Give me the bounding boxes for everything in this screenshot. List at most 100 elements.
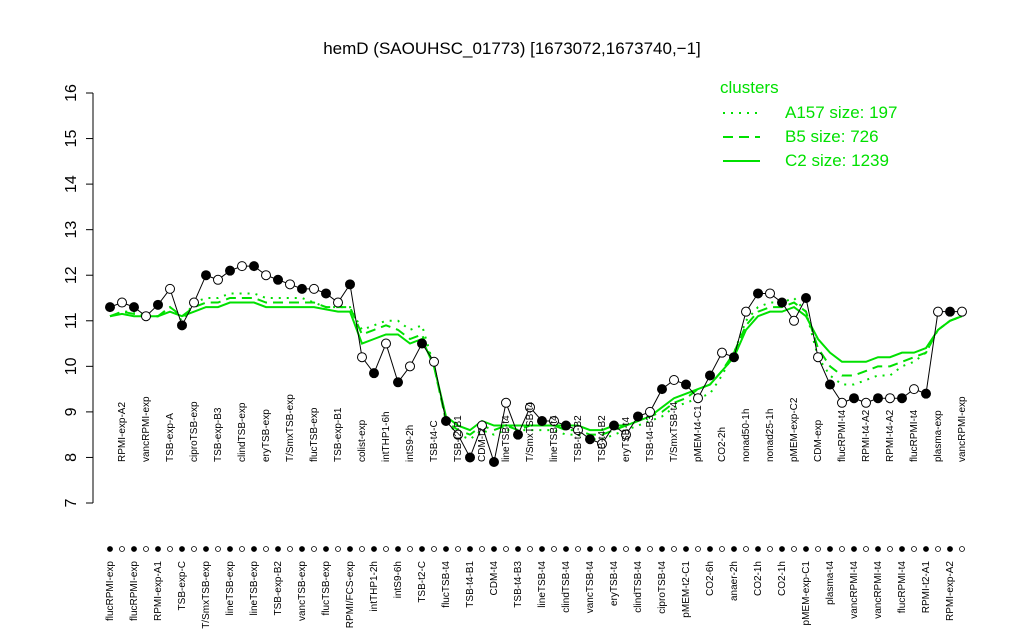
- data-point: [813, 352, 823, 363]
- x-tick-label: clindTSB-t4: [633, 561, 644, 613]
- x-tick-label: lineTSB-exp: [225, 561, 236, 616]
- data-point: [117, 297, 127, 308]
- rug-point: [707, 546, 713, 552]
- rug-point: [635, 546, 641, 552]
- data-point: [381, 338, 391, 349]
- rug-point: [623, 546, 629, 552]
- y-tick-label: 12: [63, 266, 80, 284]
- x-tick-label: pMEM-t4-C1: [693, 405, 704, 462]
- x-tick-label: intTHP1-6h: [381, 411, 392, 462]
- rug-point: [155, 546, 161, 552]
- rug-point: [575, 546, 581, 552]
- data-point: [669, 375, 679, 385]
- rug-point: [347, 546, 353, 552]
- data-point: [249, 261, 259, 272]
- data-point: [801, 293, 811, 303]
- rug-point: [599, 546, 605, 552]
- x-tick-label: T/SmxTSB-exp: [285, 394, 296, 462]
- x-tick-label: TSB-t4-B1: [465, 561, 476, 608]
- x-tick-label: ciproTSB-exp: [189, 401, 200, 462]
- x-tick-label: flucRPMI-exp: [105, 561, 116, 621]
- rug-point: [767, 546, 773, 552]
- rug-point: [911, 546, 917, 552]
- data-point: [297, 283, 307, 294]
- rug-point: [443, 546, 449, 552]
- y-tick-label: 13: [63, 221, 80, 239]
- data-point: [657, 384, 667, 395]
- data-point: [369, 368, 379, 379]
- x-tick-label: CDM-t2: [477, 427, 488, 462]
- data-point: [105, 302, 115, 313]
- rug-point: [275, 546, 281, 552]
- x-tick-label: RPMI-t4-A2: [861, 409, 872, 462]
- rug-point: [167, 546, 173, 552]
- x-tick-label: TSB-exp-B1: [333, 407, 344, 462]
- rug-point: [179, 546, 185, 552]
- rug-point: [539, 546, 545, 552]
- data-point: [417, 338, 427, 349]
- x-tick-label: lineTSB-exp: [249, 561, 260, 616]
- y-tick-label: 16: [63, 84, 80, 102]
- x-tick-label: pMEM-exp-C1: [801, 561, 812, 626]
- data-point: [285, 279, 295, 290]
- data-point: [153, 299, 163, 310]
- data-point: [897, 393, 907, 404]
- x-tick-label: pMEM-t2-C1: [681, 561, 692, 618]
- data-point: [309, 283, 319, 294]
- x-tick-label: CDM-t4: [489, 561, 500, 596]
- rug-point: [779, 546, 785, 552]
- data-point: [825, 379, 835, 390]
- x-tick-label: plasma-t4: [825, 561, 836, 605]
- data-point: [585, 434, 595, 445]
- data-point: [873, 393, 883, 404]
- data-point: [225, 265, 235, 276]
- x-tick-label: colist-exp: [357, 419, 368, 462]
- x-tick-label: vancRPMI-t4: [849, 561, 860, 619]
- rug-point: [671, 546, 677, 552]
- x-tick-label: CO2-1h: [777, 561, 788, 596]
- x-tick-label: vancTSB-t4: [585, 561, 596, 614]
- data-point: [513, 429, 523, 440]
- rug-point: [731, 546, 737, 552]
- rug-point: [875, 546, 881, 552]
- x-tick-label: T/SmxTSB-exp: [201, 561, 212, 629]
- rug-point: [131, 546, 137, 552]
- x-tick-label: nonad25-1h: [765, 409, 776, 462]
- data-point: [765, 288, 775, 299]
- data-point: [489, 457, 499, 467]
- data-point: [561, 420, 571, 431]
- rug-point: [431, 546, 437, 552]
- rug-point: [239, 546, 245, 552]
- x-tick-label: vancTSB-exp: [297, 561, 308, 621]
- y-tick-label: 11: [63, 312, 80, 329]
- rug-point: [419, 546, 425, 552]
- y-tick-label: 10: [63, 357, 80, 375]
- rug-point: [947, 546, 953, 552]
- rug-point: [659, 546, 665, 552]
- data-point: [777, 297, 787, 308]
- x-tick-label: flucRPMI-t4: [909, 409, 920, 462]
- rug-point: [251, 546, 257, 552]
- rug-point: [815, 546, 821, 552]
- rug-point: [851, 546, 857, 552]
- data-point: [261, 270, 271, 281]
- x-tick-label: T/SmxTSB-t4: [669, 402, 680, 462]
- data-point: [321, 288, 331, 299]
- rug-point: [683, 546, 689, 552]
- x-tick-label: TSB-exp-B2: [273, 561, 284, 616]
- rug-point: [263, 546, 269, 552]
- rug-point: [527, 546, 533, 552]
- rug-point: [587, 546, 593, 552]
- data-point: [345, 279, 355, 290]
- x-tick-label: lineTSB-t4: [501, 415, 512, 462]
- data-point: [237, 261, 247, 272]
- data-point: [849, 393, 859, 404]
- data-point: [753, 288, 763, 299]
- x-tick-label: RPMI-exp-A1: [153, 561, 164, 621]
- data-point: [357, 352, 367, 363]
- rug-point: [839, 546, 845, 552]
- data-point: [885, 393, 895, 404]
- data-point: [393, 377, 403, 388]
- x-tick-label: ciproTSB-t4: [657, 561, 668, 614]
- x-tick-label: anaer-2h: [729, 561, 740, 601]
